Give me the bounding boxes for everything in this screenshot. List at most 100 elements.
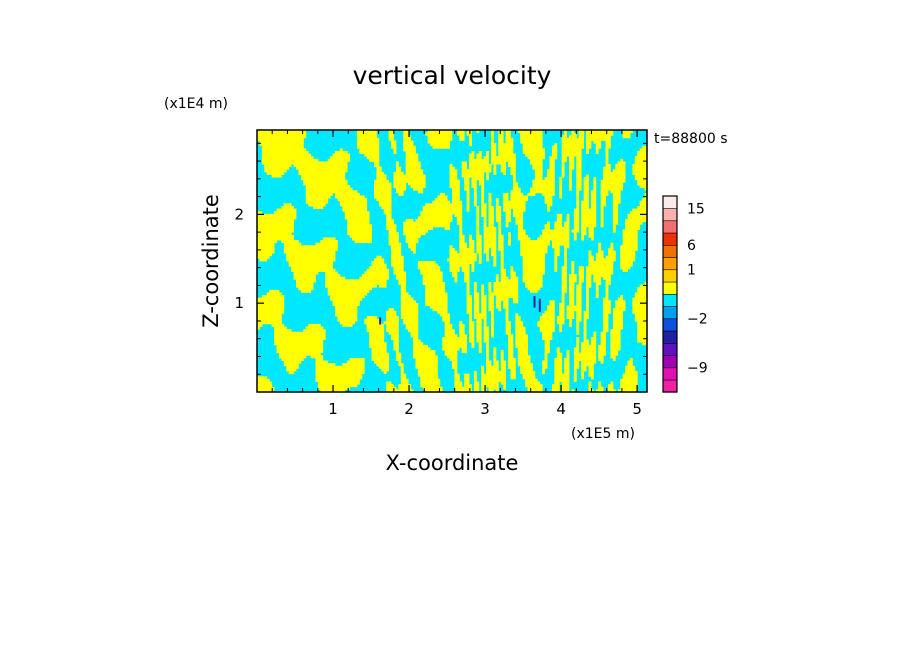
- positive-velocity-region: [437, 310, 448, 314]
- positive-velocity-region: [581, 203, 589, 207]
- positive-velocity-region: [449, 182, 460, 186]
- positive-velocity-region: [481, 211, 487, 215]
- positive-velocity-region: [617, 161, 626, 165]
- positive-velocity-region: [405, 323, 419, 327]
- positive-velocity-region: [603, 316, 609, 320]
- positive-velocity-region: [637, 321, 647, 325]
- positive-velocity-region: [578, 276, 585, 280]
- positive-velocity-region: [605, 145, 611, 149]
- positive-velocity-region: [588, 258, 594, 262]
- positive-velocity-region: [476, 323, 482, 327]
- positive-velocity-region: [576, 344, 580, 348]
- positive-velocity-region: [476, 216, 480, 220]
- positive-velocity-region: [454, 279, 458, 283]
- positive-velocity-region: [493, 350, 497, 354]
- positive-velocity-region: [554, 224, 563, 228]
- positive-velocity-region: [551, 153, 558, 157]
- positive-velocity-region: [261, 158, 319, 162]
- positive-velocity-region: [459, 232, 463, 236]
- positive-velocity-region: [542, 363, 548, 367]
- positive-velocity-region: [500, 360, 507, 364]
- positive-velocity-region: [395, 352, 402, 356]
- positive-velocity-region: [371, 350, 387, 354]
- positive-velocity-region: [495, 302, 502, 306]
- positive-velocity-region: [566, 310, 575, 314]
- positive-velocity-region: [500, 276, 509, 280]
- positive-velocity-region: [622, 234, 638, 238]
- positive-velocity-region: [569, 276, 577, 280]
- positive-velocity-region: [549, 158, 555, 162]
- positive-velocity-region: [364, 153, 380, 157]
- positive-velocity-region: [393, 150, 397, 154]
- positive-velocity-region: [578, 279, 585, 283]
- positive-velocity-region: [459, 331, 465, 335]
- positive-velocity-region: [461, 161, 468, 165]
- positive-velocity-region: [286, 253, 336, 257]
- positive-velocity-region: [386, 323, 399, 327]
- positive-velocity-region: [581, 363, 594, 367]
- positive-velocity-region: [276, 350, 324, 354]
- positive-velocity-region: [505, 130, 511, 134]
- positive-velocity-region: [603, 313, 609, 317]
- positive-velocity-region: [598, 250, 604, 254]
- positive-velocity-region: [505, 313, 509, 317]
- positive-velocity-region: [444, 331, 455, 335]
- positive-velocity-region: [276, 208, 297, 212]
- positive-velocity-region: [627, 360, 633, 364]
- positive-velocity-region: [488, 308, 494, 312]
- positive-velocity-region: [498, 247, 504, 251]
- positive-velocity-region: [274, 329, 292, 333]
- positive-velocity-region: [539, 316, 555, 320]
- positive-velocity-region: [491, 161, 507, 165]
- positive-velocity-region: [456, 216, 463, 220]
- positive-velocity-region: [283, 360, 302, 364]
- positive-velocity-region: [627, 213, 647, 217]
- positive-velocity-region: [335, 313, 358, 317]
- positive-velocity-region: [612, 205, 619, 209]
- positive-velocity-region: [588, 365, 594, 369]
- positive-velocity-region: [586, 295, 589, 299]
- positive-velocity-region: [381, 368, 390, 372]
- positive-velocity-region: [383, 208, 392, 212]
- positive-velocity-region: [625, 371, 638, 375]
- positive-velocity-region: [471, 182, 477, 186]
- positive-velocity-region: [486, 253, 489, 257]
- positive-velocity-region: [371, 347, 387, 351]
- positive-velocity-region: [515, 313, 519, 317]
- positive-velocity-region: [625, 226, 641, 230]
- positive-velocity-region: [400, 373, 407, 377]
- positive-velocity-region: [473, 195, 477, 199]
- positive-velocity-region: [471, 185, 477, 189]
- positive-velocity-region: [603, 171, 626, 175]
- positive-velocity-region: [569, 321, 572, 325]
- positive-velocity-region: [500, 355, 504, 359]
- positive-velocity-region: [542, 371, 546, 375]
- positive-velocity-region: [547, 205, 550, 209]
- positive-velocity-region: [554, 258, 558, 262]
- positive-velocity-region: [257, 253, 273, 257]
- positive-velocity-region: [303, 179, 348, 183]
- positive-velocity-region: [469, 329, 475, 333]
- positive-velocity-region: [561, 271, 567, 275]
- positive-velocity-region: [547, 305, 555, 309]
- positive-velocity-region: [544, 177, 555, 181]
- positive-velocity-region: [498, 232, 502, 236]
- positive-velocity-region: [481, 284, 485, 288]
- positive-velocity-region: [576, 161, 582, 165]
- positive-velocity-region: [566, 219, 570, 223]
- positive-velocity-region: [481, 213, 487, 217]
- positive-velocity-region: [257, 219, 294, 223]
- positive-velocity-region: [554, 368, 563, 372]
- positive-velocity-region: [291, 268, 336, 272]
- positive-velocity-region: [315, 360, 329, 364]
- positive-velocity-region: [498, 240, 504, 244]
- positive-velocity-region: [508, 339, 514, 343]
- positive-velocity-region: [576, 169, 582, 173]
- positive-velocity-region: [520, 250, 548, 254]
- positive-velocity-region: [261, 153, 312, 157]
- positive-velocity-region: [452, 274, 458, 278]
- positive-velocity-region: [400, 302, 419, 306]
- positive-velocity-region: [598, 355, 604, 359]
- positive-velocity-region: [369, 342, 387, 346]
- positive-velocity-region: [469, 318, 472, 322]
